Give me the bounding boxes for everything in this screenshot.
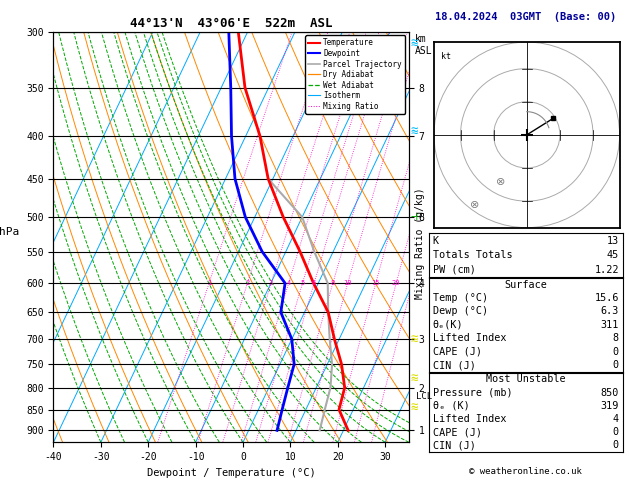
Y-axis label: hPa: hPa [0, 227, 19, 237]
Text: 18.04.2024  03GMT  (Base: 00): 18.04.2024 03GMT (Base: 00) [435, 12, 616, 22]
Text: Lifted Index: Lifted Index [433, 333, 506, 343]
Text: ≋: ≋ [410, 125, 418, 138]
Text: Most Unstable: Most Unstable [486, 374, 565, 384]
Text: 4: 4 [286, 280, 291, 286]
Text: Temp (°C): Temp (°C) [433, 293, 488, 303]
Text: CIN (J): CIN (J) [433, 360, 476, 370]
Text: 5: 5 [301, 280, 304, 286]
Text: 6.3: 6.3 [601, 307, 619, 316]
Text: $\otimes$: $\otimes$ [495, 175, 506, 187]
Text: km
ASL: km ASL [415, 34, 433, 55]
Text: PW (cm): PW (cm) [433, 265, 476, 275]
Text: Totals Totals: Totals Totals [433, 250, 513, 260]
Text: Surface: Surface [504, 279, 547, 290]
Text: 10: 10 [343, 280, 352, 286]
Text: CAPE (J): CAPE (J) [433, 427, 482, 437]
Text: 45: 45 [607, 250, 619, 260]
Text: 850: 850 [601, 387, 619, 398]
Text: CIN (J): CIN (J) [433, 440, 476, 451]
Title: 44°13'N  43°06'E  522m  ASL: 44°13'N 43°06'E 522m ASL [130, 17, 332, 31]
Text: ≋: ≋ [410, 37, 418, 50]
Text: 3: 3 [269, 280, 273, 286]
Text: ≋: ≋ [410, 332, 418, 346]
Text: 1.22: 1.22 [594, 265, 619, 275]
Text: 0: 0 [613, 440, 619, 451]
Text: 0: 0 [613, 347, 619, 357]
Text: LCL: LCL [416, 392, 432, 401]
Text: 20: 20 [392, 280, 401, 286]
Text: © weatheronline.co.uk: © weatheronline.co.uk [469, 467, 582, 476]
Text: 2: 2 [245, 280, 250, 286]
Text: K: K [433, 236, 439, 245]
Text: 8: 8 [331, 280, 335, 286]
Text: Pressure (mb): Pressure (mb) [433, 387, 513, 398]
Text: $\otimes$: $\otimes$ [469, 199, 479, 210]
Text: ≋: ≋ [410, 372, 418, 385]
Text: 0: 0 [613, 427, 619, 437]
Text: 13: 13 [607, 236, 619, 245]
Text: CAPE (J): CAPE (J) [433, 347, 482, 357]
Text: 8: 8 [613, 333, 619, 343]
Text: ⊣: ⊣ [411, 212, 417, 222]
Text: Dewp (°C): Dewp (°C) [433, 307, 488, 316]
Text: θₑ (K): θₑ (K) [433, 401, 469, 411]
X-axis label: Dewpoint / Temperature (°C): Dewpoint / Temperature (°C) [147, 468, 316, 478]
Text: 6: 6 [312, 280, 316, 286]
Text: 0: 0 [613, 360, 619, 370]
Text: Mixing Ratio (g/kg): Mixing Ratio (g/kg) [415, 187, 425, 299]
Text: 15.6: 15.6 [594, 293, 619, 303]
Text: 319: 319 [601, 401, 619, 411]
Text: 4: 4 [613, 414, 619, 424]
Text: ≋: ≋ [410, 401, 418, 414]
Text: 311: 311 [601, 320, 619, 330]
Text: Lifted Index: Lifted Index [433, 414, 506, 424]
Legend: Temperature, Dewpoint, Parcel Trajectory, Dry Adiabat, Wet Adiabat, Isotherm, Mi: Temperature, Dewpoint, Parcel Trajectory… [305, 35, 405, 114]
Text: kt: kt [441, 52, 450, 61]
Text: 1: 1 [207, 280, 211, 286]
Text: 15: 15 [372, 280, 380, 286]
Text: θₑ(K): θₑ(K) [433, 320, 464, 330]
